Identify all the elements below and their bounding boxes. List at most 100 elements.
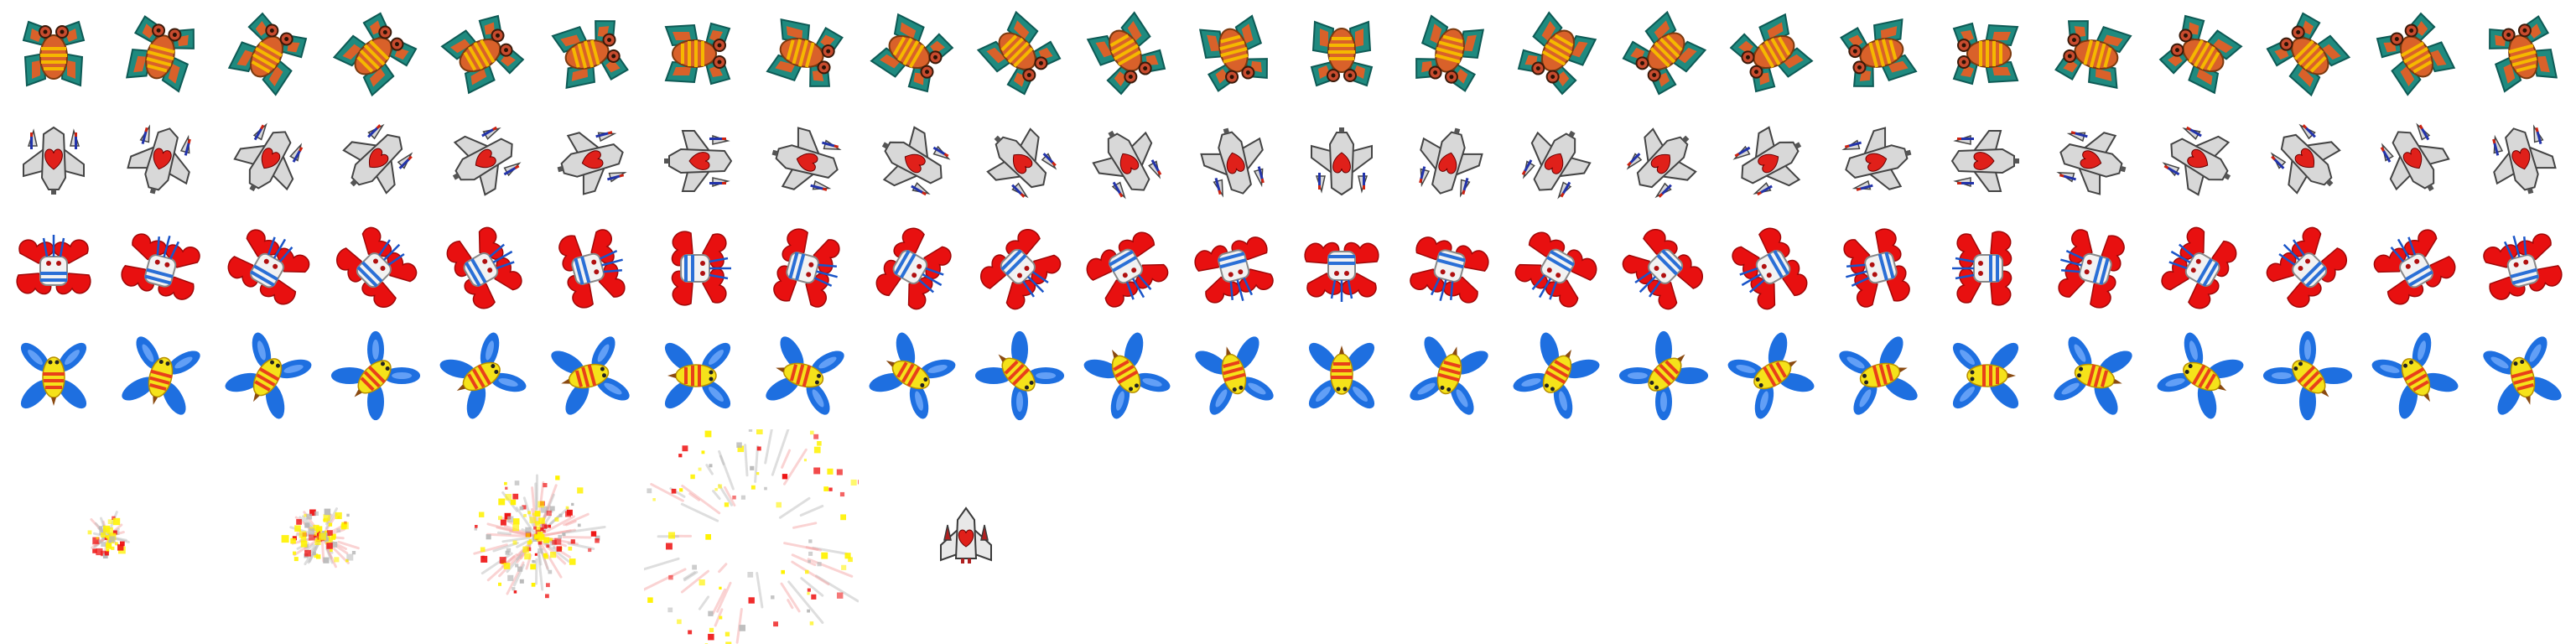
explosion-burst-icon	[644, 429, 859, 644]
blue-bee-frame	[1825, 322, 1932, 429]
explosion-burst-icon	[87, 511, 130, 558]
blue-winged-bee-icon	[974, 330, 1065, 421]
bug-enemy-frame	[2254, 0, 2361, 107]
blue-bee-frame	[1932, 322, 2039, 429]
red-capsule-enemy-icon	[1194, 236, 1274, 304]
bug-enemy-frame	[1717, 0, 1825, 107]
blue-winged-bee-icon	[122, 336, 200, 415]
bug-enemy-frame	[215, 0, 322, 107]
blue-winged-bee-icon	[1839, 336, 1918, 415]
red-capsule-frame	[322, 215, 429, 322]
silver-fighter-frame	[2469, 107, 2576, 215]
silver-fighter-ship-icon	[557, 131, 627, 195]
explosion-burst-icon	[473, 474, 606, 599]
explosion-burst-icon	[281, 507, 360, 569]
bug-enemy-frame	[966, 0, 1073, 107]
green-orange-bug-enemy-icon	[976, 10, 1062, 96]
blue-bee-frame	[1288, 322, 1395, 429]
silver-fighter-ship-icon	[664, 130, 733, 192]
green-orange-bug-enemy-icon	[1840, 18, 1918, 87]
silver-fighter-ship-icon	[452, 126, 522, 196]
red-capsule-enemy-icon	[1622, 229, 1703, 310]
red-capsule-frame	[1610, 215, 1717, 322]
red-capsule-enemy-icon	[1732, 227, 1808, 310]
red-capsule-frame	[966, 215, 1073, 322]
red-capsule-frame	[1288, 215, 1395, 322]
silver-fighter-frame	[751, 107, 859, 215]
blue-bee-frame	[322, 322, 429, 429]
blue-winged-bee-icon	[1513, 332, 1600, 419]
silver-fighter-ship-icon	[1626, 127, 1697, 199]
blue-bee-frame	[2147, 322, 2254, 429]
blue-winged-bee-icon	[20, 342, 87, 409]
green-orange-bug-enemy-icon	[664, 22, 731, 86]
silver-fighter-frame	[1825, 107, 1932, 215]
player-fighter-ship-icon	[940, 506, 992, 564]
red-capsule-frame	[644, 215, 751, 322]
bug-enemy-frame	[537, 0, 644, 107]
blue-winged-bee-icon	[2483, 336, 2562, 415]
green-orange-bug-enemy-icon	[22, 20, 86, 87]
silver-fighter-frame	[537, 107, 644, 215]
green-orange-bug-enemy-icon	[1517, 11, 1597, 96]
green-orange-bug-enemy-icon	[1310, 20, 1374, 87]
red-capsule-frame	[751, 215, 859, 322]
green-orange-bug-enemy-icon	[2158, 14, 2243, 95]
red-capsule-frame	[0, 215, 107, 322]
blue-bee-frame	[0, 322, 107, 429]
silver-fighter-ship-icon	[1092, 130, 1162, 200]
explosion-frame-4	[644, 429, 859, 644]
red-capsule-enemy-icon	[1086, 231, 1169, 308]
blue-winged-bee-icon	[1410, 336, 1488, 415]
green-orange-bug-enemy-icon	[766, 18, 844, 87]
green-orange-bug-enemy-icon	[332, 12, 418, 97]
blue-winged-bee-icon	[766, 336, 844, 415]
silver-fighter-ship-icon	[127, 124, 191, 195]
blue-winged-bee-icon	[225, 332, 312, 419]
blue-winged-bee-icon	[2371, 332, 2459, 419]
blue-winged-bee-icon	[330, 330, 421, 421]
green-orange-bug-enemy-icon	[227, 12, 308, 96]
red-capsule-frame	[1717, 215, 1825, 322]
red-capsule-enemy-icon	[2483, 233, 2563, 300]
red-capsule-enemy-icon	[1304, 242, 1379, 302]
green-orange-bug-enemy-icon	[551, 20, 629, 89]
silver-fighter-frame	[644, 107, 751, 215]
bug-enemy-frame	[1825, 0, 1932, 107]
blue-winged-bee-icon	[1727, 332, 1815, 419]
blue-bee-frame	[2254, 322, 2361, 429]
green-orange-bug-enemy-icon	[870, 13, 954, 93]
blue-bee-frame	[215, 322, 322, 429]
green-orange-bug-enemy-icon	[1199, 14, 1268, 92]
player-ship	[912, 483, 1020, 590]
red-capsule-enemy-icon	[16, 235, 91, 295]
red-capsule-frame	[1825, 215, 1932, 322]
blue-winged-bee-icon	[1195, 336, 1274, 415]
blue-winged-bee-icon	[2054, 336, 2132, 415]
explosion-frame-3	[429, 429, 644, 644]
silver-fighter-frame	[2254, 107, 2361, 215]
red-capsule-frame	[859, 215, 966, 322]
red-capsule-enemy-icon	[2161, 226, 2237, 309]
silver-fighter-ship-icon	[342, 123, 413, 195]
blue-bee-frame	[2039, 322, 2147, 429]
silver-fighter-ship-icon	[1950, 130, 2019, 192]
green-orange-bug-enemy-icon	[126, 15, 195, 93]
red-capsule-frame	[1073, 215, 1181, 322]
silver-fighter-ship-icon	[986, 127, 1057, 199]
red-capsule-enemy-icon	[980, 229, 1062, 310]
blue-bee-frame	[1395, 322, 1503, 429]
red-capsule-frame	[107, 215, 215, 322]
red-capsule-frame	[429, 215, 537, 322]
silver-fighter-ship-icon	[1521, 130, 1592, 200]
silver-fighter-ship-icon	[2270, 123, 2341, 195]
bug-enemy-frame	[1288, 0, 1395, 107]
red-capsule-frame	[2039, 215, 2147, 322]
red-capsule-enemy-icon	[1514, 231, 1597, 308]
silver-fighter-ship-icon	[1841, 127, 1912, 191]
blue-bee-frame	[966, 322, 1073, 429]
explosion-frame-1	[0, 429, 215, 644]
green-orange-bug-enemy-icon	[440, 14, 525, 95]
bug-enemy-frame	[1932, 0, 2039, 107]
silver-fighter-frame	[2039, 107, 2147, 215]
